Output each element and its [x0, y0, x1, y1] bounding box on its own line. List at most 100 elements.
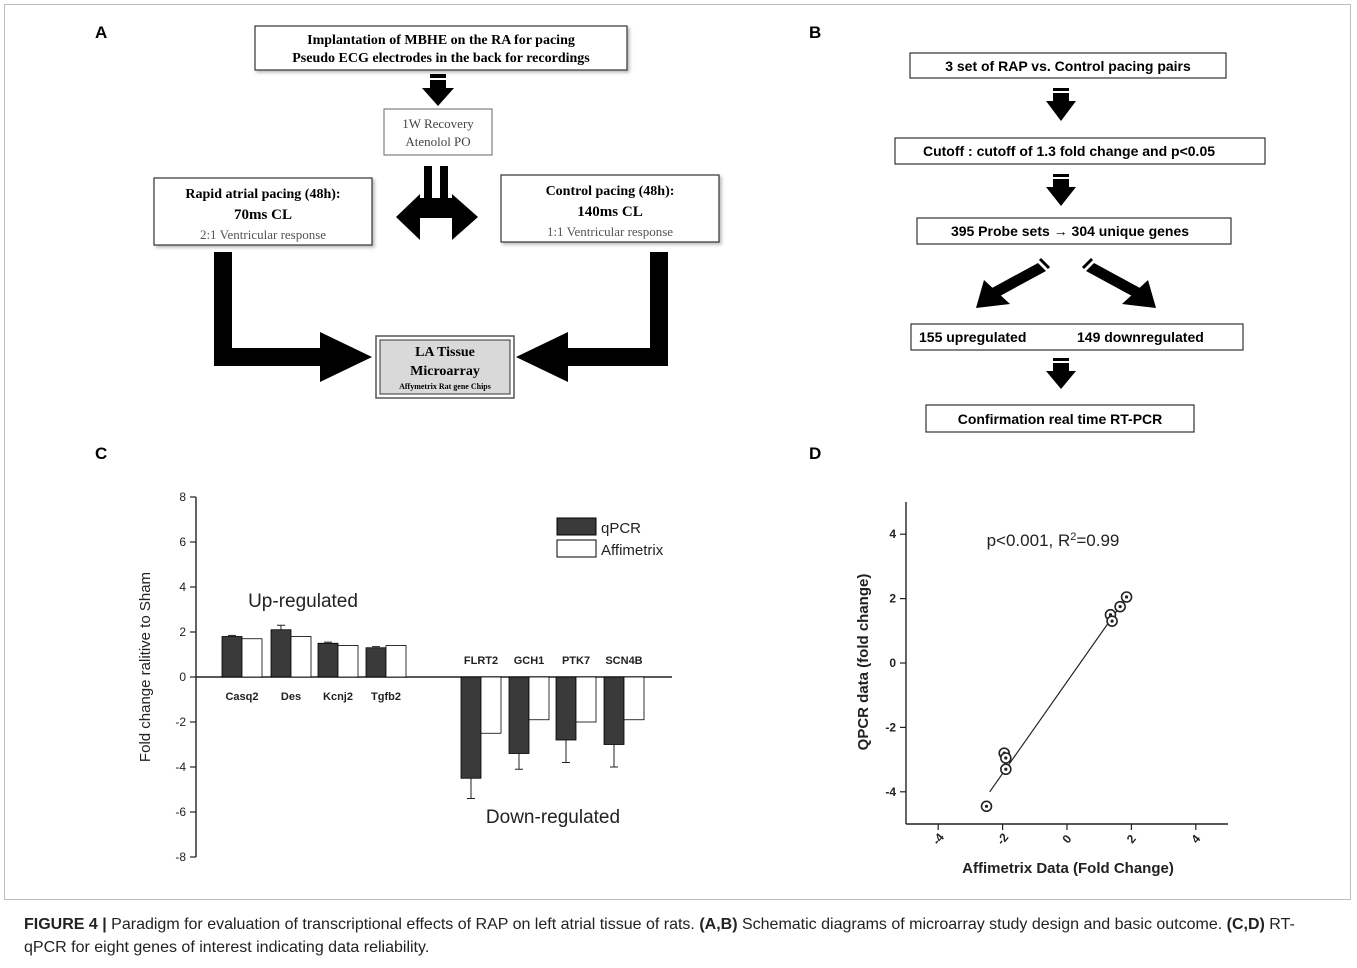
panel-c-bar-chart: Fold change ralitive to Sham Up-regulate…	[137, 490, 672, 864]
panel-label-d: D	[809, 444, 821, 463]
bar-qpcr	[460, 676, 482, 779]
caption-label: FIGURE 4 |	[24, 916, 107, 933]
panel-c-y-tick-label: 2	[179, 625, 186, 639]
down-regulated-label: Down-regulated	[486, 807, 620, 828]
category-label: GCH1	[514, 655, 545, 667]
cutoff-box	[894, 137, 1266, 165]
caption-bold-ab: (A,B)	[699, 916, 738, 933]
category-label: PTK7	[562, 655, 590, 667]
pairs-box	[909, 52, 1227, 79]
legend-swatch-affimetrix	[556, 539, 597, 558]
panel-c-y-tick-label: 4	[179, 580, 186, 594]
panel-c-y-tick-label: 6	[179, 535, 186, 549]
figure-canvas: A B C D Implantation of MBHE on the RA f…	[95, 23, 1266, 877]
panel-d-y-tick-label: 0	[889, 656, 896, 670]
microarray-line1: LA Tissue	[415, 345, 475, 360]
bar-affimetrix	[385, 645, 407, 678]
bar-qpcr	[508, 676, 530, 754]
control-pacing-box	[500, 174, 720, 243]
caption-text-2: Schematic diagrams of microarray study d…	[737, 916, 1227, 933]
panel-d-x-tick-label: 2	[1124, 832, 1139, 846]
bar-affimetrix	[575, 676, 597, 723]
panel-d-y-tick-label: -2	[885, 720, 896, 734]
bar-qpcr	[270, 629, 292, 678]
regression-annotation: p<0.001, R2=0.99	[987, 531, 1120, 550]
figure-frame	[4, 4, 1351, 900]
panel-c-y-tick-label: -2	[175, 715, 186, 729]
bar-affimetrix	[528, 676, 550, 721]
bar-qpcr	[603, 676, 625, 745]
pairs-text: 3 set of RAP vs. Control pacing pairs	[945, 58, 1191, 74]
arrow-down-icon	[1046, 358, 1076, 389]
regression-line	[989, 596, 1128, 793]
implantation-box	[254, 25, 628, 71]
legend-label-qpcr: qPCR	[601, 520, 641, 537]
legend-label-affimetrix: Affimetrix	[601, 542, 664, 559]
bar-affimetrix	[337, 645, 359, 678]
bar-affimetrix	[241, 638, 263, 678]
rapid-pacing-line2: 70ms CL	[234, 207, 292, 223]
confirmation-box	[925, 404, 1195, 433]
arrow-down-icon	[422, 74, 454, 106]
bar-affimetrix	[290, 636, 312, 678]
scatter-point-center	[984, 804, 989, 808]
panel-c-y-tick-label: -8	[175, 850, 186, 864]
scatter-point-center	[1004, 767, 1008, 771]
confirmation-text: Confirmation real time RT-PCR	[958, 411, 1163, 427]
panel-d-x-tick-label: -2	[994, 830, 1012, 847]
panel-d-y-tick-label: -4	[885, 785, 896, 799]
implantation-line1: Implantation of MBHE on the RA for pacin…	[307, 33, 575, 48]
figure-caption: FIGURE 4 | Paradigm for evaluation of tr…	[24, 913, 1324, 959]
regulated-box	[910, 323, 1244, 351]
panel-c-y-tick-label: 0	[179, 670, 186, 684]
category-label: SCN4B	[605, 655, 642, 667]
diagonal-arrow-left-icon	[976, 257, 1051, 308]
control-pacing-line1: Control pacing (48h):	[546, 184, 675, 199]
panel-d-x-tick-label: 4	[1188, 832, 1203, 846]
bar-qpcr	[555, 676, 577, 741]
control-pacing-line3: 1:1 Ventricular response	[547, 224, 673, 239]
panel-d-scatter-plot: p<0.001, R2=0.99 Affimetrix Data (Fold C…	[855, 502, 1228, 877]
bar-qpcr	[317, 642, 339, 678]
category-label: Tgfb2	[371, 691, 401, 703]
up-regulated-label: Up-regulated	[248, 591, 358, 612]
caption-bold-cd: (C,D)	[1226, 916, 1265, 933]
rapid-pacing-line3: 2:1 Ventricular response	[200, 227, 326, 242]
panel-c-y-tick-label: -6	[175, 805, 186, 819]
panel-d-y-axis-label: QPCR data (fold change)	[855, 574, 872, 751]
microarray-line2: Microarray	[410, 364, 480, 379]
panel-b-flowchart: 3 set of RAP vs. Control pacing pairs Cu…	[894, 52, 1266, 433]
microarray-box	[379, 339, 511, 395]
panel-c-y-axis-label: Fold change ralitive to Sham	[137, 572, 154, 762]
scatter-point-center	[1110, 619, 1114, 623]
panel-label-b: B	[809, 23, 821, 42]
scatter-point-center	[1004, 756, 1008, 760]
bar-affimetrix	[623, 676, 645, 721]
panel-c-y-tick-label: -4	[175, 760, 186, 774]
caption-text-3: RT-qPCR for eight genes of interest indi…	[24, 916, 1295, 956]
cutoff-text: Cutoff : cutoff of 1.3 fold change and p…	[923, 143, 1215, 159]
panel-d-y-tick-label: 4	[889, 527, 896, 541]
category-label: Kcnj2	[323, 691, 353, 703]
caption-text-1: Paradigm for evaluation of transcription…	[106, 916, 700, 933]
implantation-line2: Pseudo ECG electrodes in the back for re…	[292, 51, 590, 66]
category-label: Des	[281, 691, 301, 703]
legend-swatch-qpcr	[556, 517, 597, 536]
category-label: FLRT2	[464, 655, 498, 667]
panel-d-x-tick-label: 0	[1059, 832, 1074, 846]
panel-d-y-tick-label: 2	[889, 592, 896, 606]
rapid-pacing-box	[153, 177, 373, 246]
recovery-line2: Atenolol PO	[405, 134, 470, 149]
downregulated-count: 149 downregulated	[1077, 329, 1204, 345]
microarray-line3: Affymetrix Rat gene Chips	[399, 382, 491, 391]
split-arrow-icon	[396, 166, 478, 240]
diagonal-arrow-right-icon	[1081, 257, 1156, 308]
scatter-point-center	[1118, 605, 1122, 609]
left-elbow-arrow-icon	[214, 252, 372, 382]
bar-affimetrix	[480, 676, 502, 734]
recovery-box	[383, 108, 493, 156]
panel-label-a: A	[95, 23, 107, 42]
rapid-pacing-line1: Rapid atrial pacing (48h):	[185, 187, 340, 202]
panel-a-flowchart: Implantation of MBHE on the RA for pacin…	[153, 25, 720, 399]
probe-sets-box	[916, 217, 1232, 245]
